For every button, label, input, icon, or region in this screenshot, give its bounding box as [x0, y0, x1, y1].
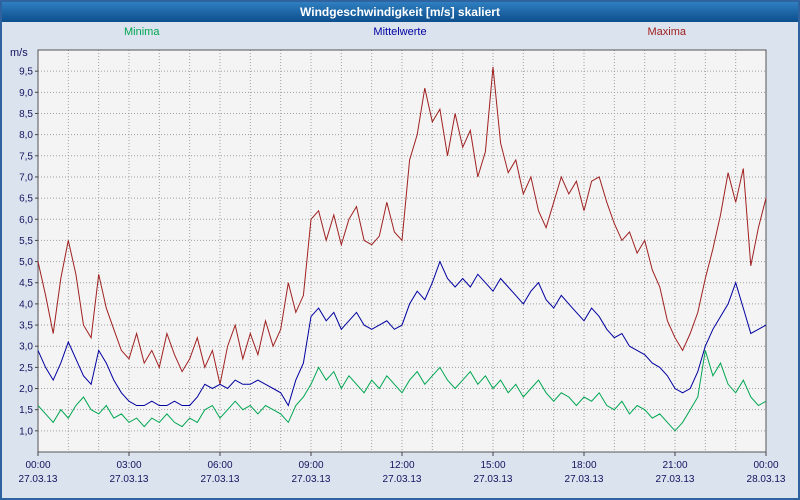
window-title: Windgeschwindigkeit [m/s] skaliert [300, 5, 500, 19]
y-tick-label: 2,5 [19, 363, 33, 374]
legend-minima: Minima [124, 26, 160, 38]
x-tick-time-label: 12:00 [389, 460, 414, 471]
x-tick-date-label: 27.03.13 [474, 474, 513, 485]
y-tick-label: 2,0 [19, 384, 33, 395]
y-tick-label: 5,5 [19, 236, 33, 247]
x-tick-time-label: 06:00 [207, 460, 232, 471]
y-tick-label: 4,0 [19, 299, 33, 310]
series-line-minima [37, 350, 767, 432]
x-tick-date-label: 27.03.13 [19, 474, 58, 485]
legend-maxima: Maxima [647, 26, 686, 38]
y-tick-label: 3,0 [19, 342, 33, 353]
y-tick-label: 8,0 [19, 130, 33, 141]
x-tick-date-label: 27.03.13 [565, 474, 604, 485]
x-tick-date-label: 28.03.13 [747, 474, 786, 485]
legend-mittelwerte: Mittelwerte [373, 26, 427, 38]
y-tick-label: 8,5 [19, 109, 33, 120]
x-tick-date-label: 27.03.13 [383, 474, 422, 485]
x-tick-time-label: 15:00 [480, 460, 505, 471]
y-tick-label: 9,0 [19, 88, 33, 99]
y-axis-unit-label: m/s [10, 47, 28, 59]
x-tick-date-label: 27.03.13 [110, 474, 149, 485]
x-tick-time-label: 00:00 [753, 460, 778, 471]
y-tick-label: 5,0 [19, 257, 33, 268]
x-tick-time-label: 09:00 [298, 460, 323, 471]
y-tick-label: 9,5 [19, 67, 33, 78]
x-tick-time-label: 21:00 [662, 460, 687, 471]
y-tick-label: 1,0 [19, 426, 33, 437]
x-tick-date-label: 27.03.13 [292, 474, 331, 485]
title-bar: Windgeschwindigkeit [m/s] skaliert [2, 2, 798, 22]
y-tick-label: 3,5 [19, 321, 33, 332]
series-line-mittelwerte [37, 260, 767, 407]
chart-legend: Minima Mittelwerte Maxima [2, 22, 798, 42]
x-tick-date-label: 27.03.13 [656, 474, 695, 485]
x-tick-time-label: 03:00 [116, 460, 141, 471]
y-tick-label: 7,5 [19, 151, 33, 162]
wind-speed-chart: 1,0 1,5 2,0 2,5 3,0 3,5 4,0 4,5 5,0 5,5 6,0 6,5 7,0 7… [10, 47, 786, 485]
series-line-maxima [37, 66, 767, 385]
y-tick-label: 1,5 [19, 405, 33, 416]
y-tick-label: 4,5 [19, 278, 33, 289]
x-tick-time-label: 18:00 [571, 460, 596, 471]
y-tick-label: 7,0 [19, 172, 33, 183]
y-tick-label: 6,0 [19, 215, 33, 226]
y-tick-label: 6,5 [19, 194, 33, 205]
x-tick-date-label: 27.03.13 [201, 474, 240, 485]
x-tick-time-label: 00:00 [25, 460, 50, 471]
